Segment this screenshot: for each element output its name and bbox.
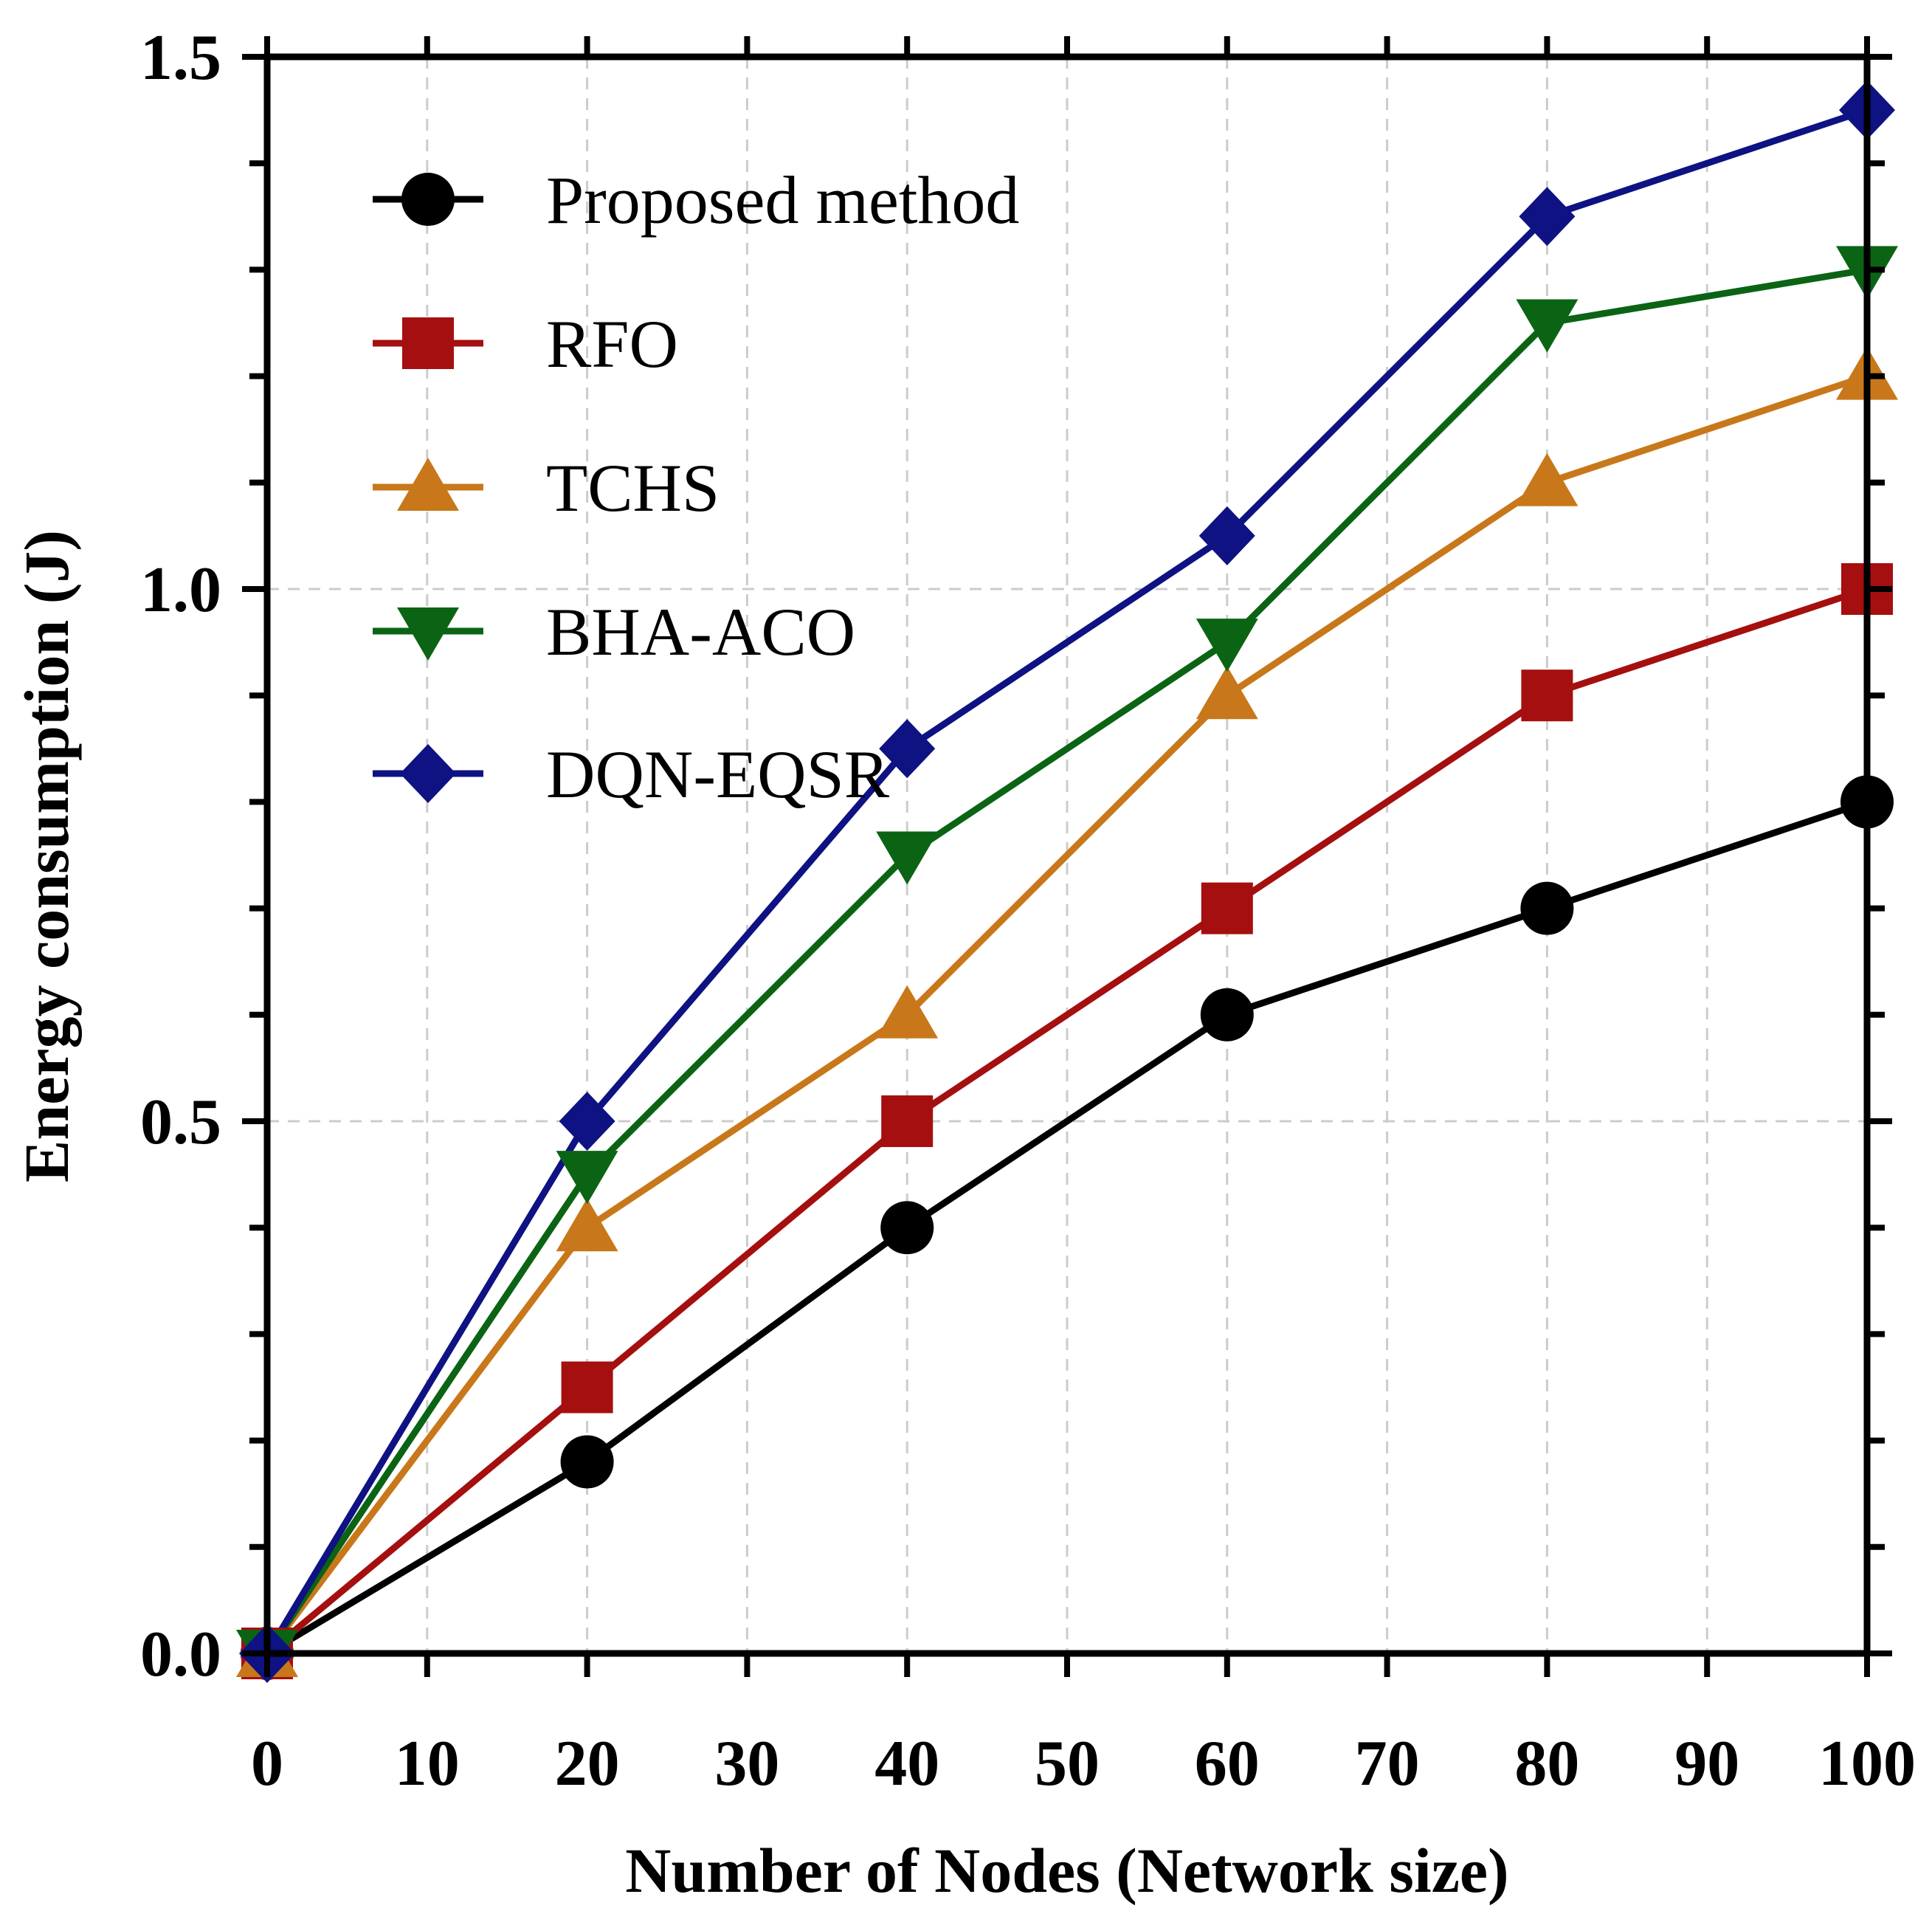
data-point bbox=[881, 1095, 934, 1147]
legend-label: TCHS bbox=[546, 450, 720, 526]
y-axis-title: Energy consumption (J) bbox=[11, 530, 82, 1182]
x-tick-label: 90 bbox=[1674, 1728, 1739, 1800]
data-point bbox=[876, 985, 939, 1039]
y-tick-label: 0.5 bbox=[140, 1087, 221, 1158]
legend-marker bbox=[397, 458, 459, 511]
data-point bbox=[559, 1092, 615, 1151]
x-tick-label: 0 bbox=[251, 1728, 283, 1800]
x-tick-label: 10 bbox=[395, 1728, 460, 1800]
data-point bbox=[880, 1201, 934, 1255]
data-point bbox=[1516, 452, 1579, 506]
x-tick-label: 30 bbox=[714, 1728, 779, 1800]
legend-item: TCHS bbox=[373, 450, 720, 526]
x-tick-label: 60 bbox=[1195, 1728, 1260, 1800]
data-point bbox=[556, 1198, 618, 1252]
series-line-rfo bbox=[265, 585, 1869, 1656]
legend-item: RFO bbox=[373, 306, 678, 382]
x-axis-title: Number of Nodes (Network size) bbox=[625, 1835, 1508, 1906]
legend-label: DQN-EQSR bbox=[546, 737, 890, 812]
data-point bbox=[879, 719, 936, 779]
data-point bbox=[1516, 299, 1579, 353]
data-point bbox=[1198, 506, 1255, 565]
data-point bbox=[1196, 666, 1258, 720]
data-point bbox=[560, 1435, 614, 1489]
x-tick-label: 40 bbox=[874, 1728, 939, 1800]
legend-marker bbox=[401, 173, 455, 226]
data-point bbox=[1200, 988, 1254, 1042]
data-point bbox=[1520, 881, 1574, 935]
y-tick-label: 0.0 bbox=[140, 1619, 221, 1690]
legend-label: BHA-ACO bbox=[546, 594, 855, 669]
x-tick-label: 100 bbox=[1818, 1728, 1916, 1800]
series-line-bha-aco bbox=[264, 266, 1868, 1656]
series-line-proposed-method bbox=[265, 799, 1869, 1656]
data-point bbox=[876, 831, 939, 885]
legend-marker bbox=[400, 744, 456, 803]
x-tick-label: 50 bbox=[1035, 1728, 1100, 1800]
data-point bbox=[1519, 187, 1576, 247]
series-line-dqn-eqsr bbox=[264, 106, 1869, 1656]
axes: 0 10 20 30 40 50 60 70 80 90 100 0.0 0.5 1.0 1.5 bbox=[140, 22, 1916, 1800]
data-point bbox=[1196, 619, 1258, 672]
legend-marker bbox=[402, 317, 454, 369]
data-point bbox=[1201, 882, 1253, 934]
data-point bbox=[561, 1361, 613, 1414]
legend-label: RFO bbox=[546, 306, 678, 382]
x-tick-label: 70 bbox=[1355, 1728, 1420, 1800]
x-tick-label: 80 bbox=[1514, 1728, 1579, 1800]
legend-item: DQN-EQSR bbox=[373, 737, 890, 812]
series-line-tchs bbox=[264, 373, 1869, 1656]
x-tick-label: 20 bbox=[555, 1728, 620, 1800]
y-tick-label: 1.0 bbox=[140, 554, 221, 626]
data-point bbox=[556, 1151, 618, 1205]
legend-item: BHA-ACO bbox=[373, 594, 855, 669]
legend-label: Proposed method bbox=[546, 162, 1019, 238]
legend-item: Proposed method bbox=[373, 162, 1019, 238]
legend: Proposed method RFO TCHS BHA-ACO DQN-EQSR bbox=[373, 162, 1019, 812]
data-point bbox=[1521, 669, 1573, 722]
y-tick-label: 1.5 bbox=[140, 22, 221, 94]
legend-marker bbox=[397, 607, 459, 661]
